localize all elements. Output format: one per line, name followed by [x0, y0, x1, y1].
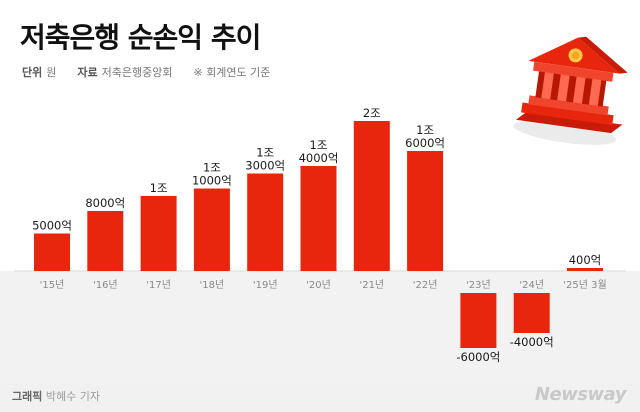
credit-name: 박혜수 기자	[45, 390, 100, 403]
data-label-6: 2조	[363, 106, 381, 120]
basis-note: ※ 회계연도 기준	[193, 66, 271, 79]
data-label-4-0: 1조	[256, 146, 274, 160]
data-label-10: 400억	[569, 253, 602, 267]
bank-building-icon	[513, 36, 628, 145]
x-tick-label-3: '18년	[200, 279, 225, 291]
source-value: 저축은행중앙회	[101, 66, 173, 79]
x-tick-label-0: '15년	[40, 279, 65, 291]
x-tick-label-9: '24년	[519, 279, 544, 291]
data-label-7-0: 1조	[416, 123, 434, 137]
data-label-5-1: 4000억	[299, 151, 339, 165]
bar-9	[513, 293, 550, 333]
bar-4	[247, 173, 284, 271]
data-label-0: 5000억	[32, 219, 72, 233]
graphic-credit: 그래픽 박혜수 기자	[12, 388, 100, 404]
data-label-2: 1조	[150, 181, 168, 195]
x-tick-label-8: '23년	[466, 279, 491, 291]
x-tick-label-7: '22년	[413, 279, 438, 291]
bar-2	[140, 196, 177, 271]
x-tick-label-6: '21년	[359, 279, 384, 291]
x-tick-backing-8	[462, 277, 495, 291]
data-label-8: -6000억	[456, 350, 500, 364]
bar-3	[193, 188, 230, 271]
x-tick-backing-9	[515, 277, 548, 291]
unit-value: 원	[46, 66, 57, 79]
data-label-7-1: 6000억	[405, 136, 445, 150]
bar-5	[300, 166, 337, 271]
x-tick-label-4: '19년	[253, 279, 278, 291]
credit-label: 그래픽	[12, 390, 43, 403]
data-label-5-0: 1조	[310, 138, 328, 152]
bar-0	[34, 233, 70, 271]
data-label-4-1: 3000억	[245, 159, 285, 173]
bar-1	[87, 211, 124, 271]
unit-label: 단위	[22, 66, 43, 79]
brand-logo: Newsway	[534, 384, 627, 405]
x-tick-label-5: '20년	[306, 279, 331, 291]
data-label-1: 8000억	[85, 196, 125, 210]
bar-6	[353, 121, 390, 271]
data-label-3-0: 1조	[203, 161, 221, 175]
x-tick-label-1: '16년	[93, 279, 118, 291]
bar-8	[460, 293, 497, 348]
data-label-9: -4000억	[510, 335, 554, 349]
data-label-3-1: 1000억	[192, 174, 232, 188]
chart-title: 저축은행 순손익 추이	[20, 21, 261, 54]
bar-10	[567, 268, 603, 271]
x-tick-label-10: '25년 3월	[563, 279, 606, 291]
footer-band	[0, 383, 640, 412]
bar-7	[407, 151, 444, 271]
chart-meta: 단위 원 자료 저축은행중앙회 ※ 회계연도 기준	[22, 64, 270, 80]
source-label: 자료	[77, 66, 98, 79]
x-tick-label-2: '17년	[146, 279, 171, 291]
